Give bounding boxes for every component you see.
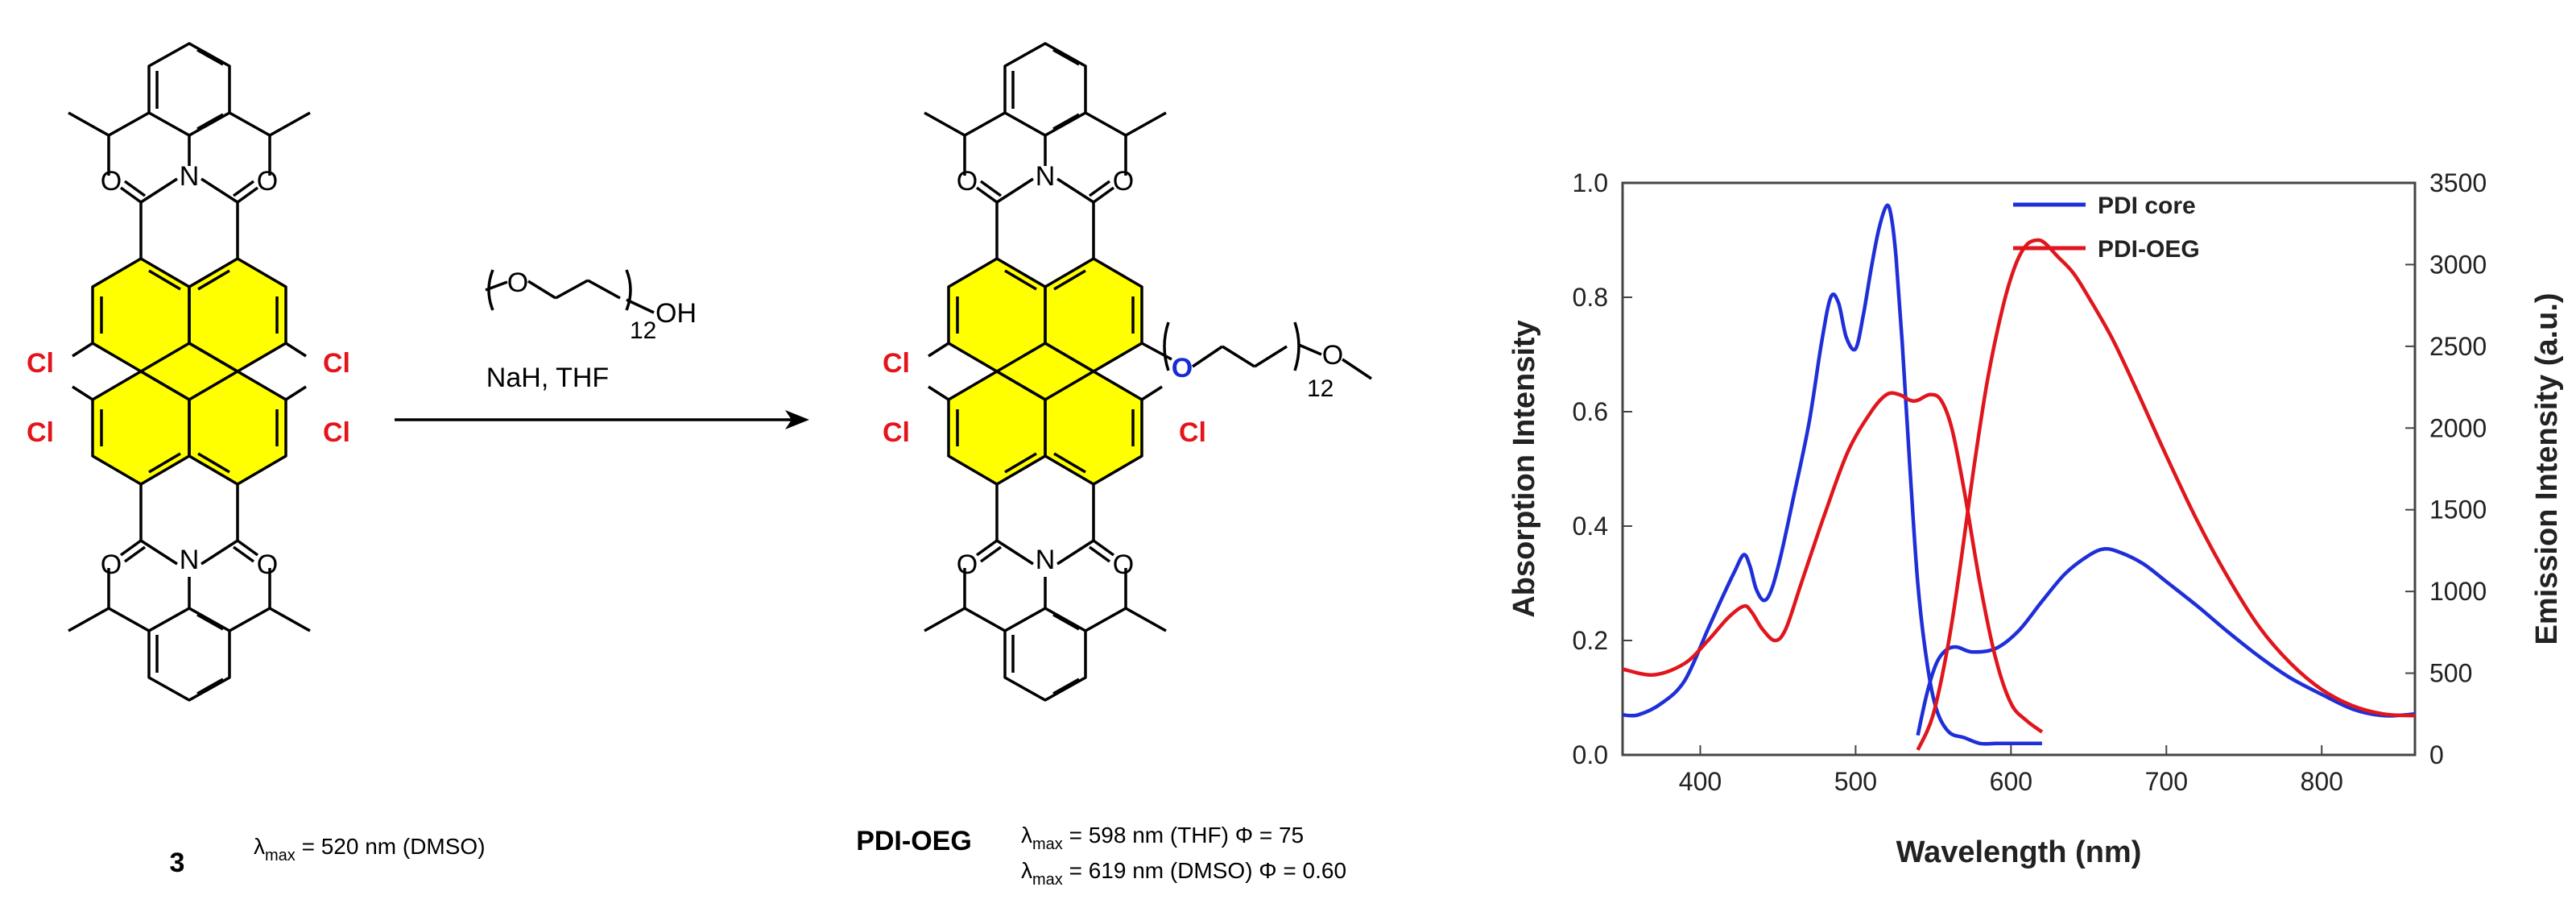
chart-lines [1622,203,2416,751]
chart-ticks: 400 500 600 700 800 0.0 0.2 0.4 0.6 0.8 1.0 0 500 100… [1573,168,2487,796]
oxygen-label: O [101,166,122,197]
oxygen-label: O [1322,340,1343,371]
legend-label-pdi-oeg: PDI-OEG [2098,236,2200,263]
chlorine-bonds [72,342,307,401]
bottom-imide [119,484,259,608]
reaction-conditions: NaH, THF [486,363,609,393]
reagent-oh-label: OH [655,298,697,329]
y-axis-title-right: Emission Intensity (a.u.) [2530,292,2564,645]
x-axis-title: Wavelength (nm) [1896,835,2142,869]
product-lambda-dmso: λmax = 619 nm (DMSO) Φ = 0.60 [1021,858,1346,889]
top-aryl [68,42,311,176]
chlorine-label: Cl [27,417,54,448]
product-structure [924,42,1372,702]
y-tick-label-left: 0.2 [1573,626,1608,655]
top-imide [975,135,1115,259]
product-label: PDI-OEG [856,826,972,856]
pdi-core-absorption-line [1622,203,2042,746]
reactant-lambda: λmax = 520 nm (DMSO) [254,834,486,864]
y-axis-title-left: Absorption Intensity [1507,320,1541,617]
nitrogen-label: N [180,161,200,192]
y-tick-label-right: 2000 [2429,413,2487,442]
chlorine-bonds [928,342,1163,401]
x-tick-label: 600 [1990,767,2032,796]
plot-frame [1621,181,2417,757]
product-lambda-thf: λmax = 598 nm (THF) Φ = 75 [1021,823,1304,853]
y-tick-label-left: 0.8 [1573,283,1608,312]
oxygen-label: O [257,166,278,197]
product-atom-labels: N N O O O O Cl Cl Cl O O 12 [883,161,1343,580]
y-tick-label-left: 1.0 [1573,168,1608,197]
legend-label-pdi-core: PDI core [2098,193,2196,219]
reagent-structure [485,269,655,314]
pdi-oeg-emission-line [1916,238,2416,751]
y-tick-label-right: 3500 [2429,168,2487,197]
y-tick-label-left: 0.6 [1573,397,1608,426]
oxygen-label: O [257,549,278,580]
reagent-repeat-count: 12 [630,317,656,344]
ether-oxygen-label: O [1172,353,1193,383]
spectra-chart: 400 500 600 700 800 0.0 0.2 0.4 0.6 0.8 1.0 0 500 100… [1507,168,2564,869]
oeg-chain [1141,321,1372,380]
oxygen-label: O [1113,166,1134,197]
top-aryl [924,42,1167,176]
perylene-core-fill [93,259,286,484]
perylene-core-bonds [91,257,287,486]
reaction-arrow [395,410,809,429]
oxygen-label: O [101,549,122,580]
oxygen-label: O [507,267,528,298]
x-tick-label: 500 [1834,767,1877,796]
chlorine-label: Cl [883,348,910,379]
reactant-atom-labels: N N O O O O Cl Cl Cl Cl [27,161,350,580]
y-tick-label-right: 2500 [2429,332,2487,361]
chlorine-label: Cl [1179,417,1206,448]
legend: PDI core PDI-OEG [2013,193,2200,263]
bottom-imide [975,484,1115,608]
nitrogen-label: N [180,545,200,575]
nitrogen-label: N [1036,161,1056,192]
chlorine-label: Cl [323,417,350,448]
reactant-label: 3 [170,848,185,878]
oxygen-label: O [957,166,978,197]
y-tick-label-right: 3000 [2429,250,2487,279]
bottom-aryl [924,568,1167,702]
oxygen-label: O [1113,549,1134,580]
y-tick-label-right: 1500 [2429,495,2487,524]
y-tick-label-left: 0.0 [1573,740,1608,769]
pdi-oeg-absorption-line [1622,391,2044,734]
y-tick-label-right: 1000 [2429,577,2487,606]
top-imide [119,135,259,259]
y-tick-label-left: 0.4 [1573,512,1608,541]
y-tick-label-right: 500 [2429,659,2472,688]
pdi-core-emission-line [1916,546,2416,736]
reactant-structure [68,42,311,702]
y-tick-label-right: 0 [2429,740,2444,769]
x-tick-label: 700 [2145,767,2188,796]
chlorine-label: Cl [323,348,350,379]
bottom-aryl [68,568,311,702]
nitrogen-label: N [1036,545,1056,575]
chain-repeat-count: 12 [1307,375,1333,402]
oxygen-label: O [957,549,978,580]
chlorine-label: Cl [883,417,910,448]
x-tick-label: 800 [2301,767,2343,796]
x-tick-label: 400 [1679,767,1722,796]
chlorine-label: Cl [27,348,54,379]
